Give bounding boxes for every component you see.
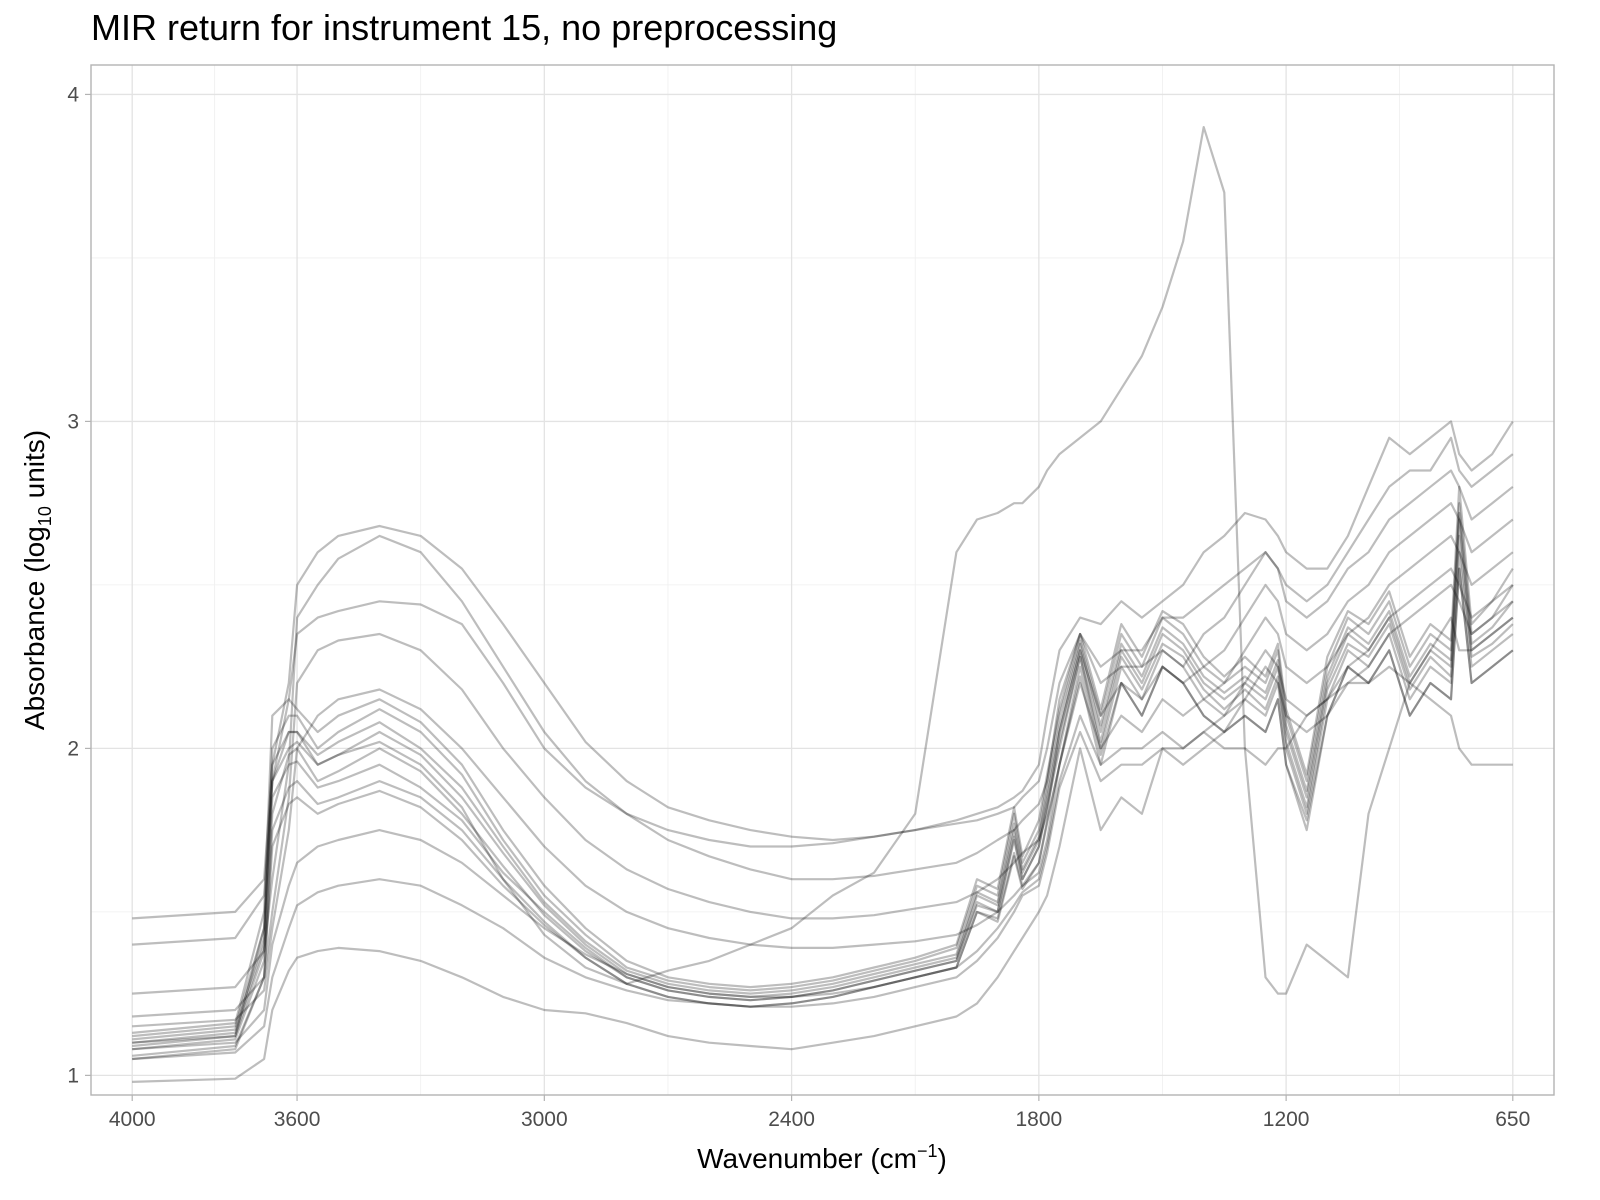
y-tick-label: 1	[67, 1064, 79, 1087]
spectrum-line-11	[132, 469, 1514, 995]
spectrum-line-13	[132, 534, 1514, 1028]
chart-title: MIR return for instrument 15, no preproc…	[91, 7, 837, 48]
x-axis-title-main: Wavenumber (cm	[697, 1143, 917, 1174]
y-tick-label: 2	[67, 737, 79, 760]
x-tick-label: 650	[1495, 1108, 1530, 1131]
y-tick-label: 4	[67, 83, 79, 106]
plot-panel-border	[90, 64, 1555, 1096]
x-tick-label: 1800	[1015, 1108, 1062, 1131]
spectrum-line-3	[132, 502, 1514, 1038]
y-axis-title-close: units)	[19, 430, 50, 506]
spectrum-line-17	[132, 126, 1514, 1044]
x-axis: 4000 3600 3000 2400 1800 1200 650	[109, 1095, 1530, 1131]
x-tick-label: 1200	[1263, 1108, 1310, 1131]
x-axis-title: Wavenumber (cm−1)	[697, 1141, 947, 1174]
x-tick-label: 2400	[768, 1108, 815, 1131]
spectrum-line-4	[132, 567, 1514, 1061]
series-layer	[132, 126, 1514, 1083]
spectrum-line-16	[132, 665, 1513, 1083]
spectrum-line-12	[132, 502, 1514, 1018]
x-axis-title-close: )	[938, 1143, 947, 1174]
spectrum-line-2	[132, 551, 1514, 1051]
y-axis-title-subscript: 10	[35, 506, 55, 526]
minor-grid	[91, 65, 1554, 1095]
spectrum-line-7	[132, 567, 1514, 1057]
major-grid	[91, 65, 1554, 1095]
spectrum-line-15	[132, 583, 1514, 1061]
x-tick-label: 3600	[274, 1108, 321, 1131]
y-axis: 1 2 3 4	[67, 83, 91, 1087]
x-axis-title-superscript: −1	[917, 1141, 938, 1161]
spectrum-line-9	[132, 420, 1514, 920]
x-tick-label: 3000	[521, 1108, 568, 1131]
x-tick-label: 4000	[109, 1108, 156, 1131]
spectrum-line-5	[132, 485, 1514, 1034]
spectrum-line-10	[132, 436, 1514, 946]
spectrum-line-14	[132, 567, 1514, 1051]
y-tick-label: 3	[67, 410, 79, 433]
y-axis-title: Absorbance (log10 units)	[19, 430, 55, 730]
spectrum-line-8	[132, 511, 1514, 1041]
y-axis-title-main: Absorbance (log	[19, 526, 50, 730]
spectrum-line-6	[132, 534, 1514, 1048]
spectrum-line-1	[132, 518, 1514, 1044]
